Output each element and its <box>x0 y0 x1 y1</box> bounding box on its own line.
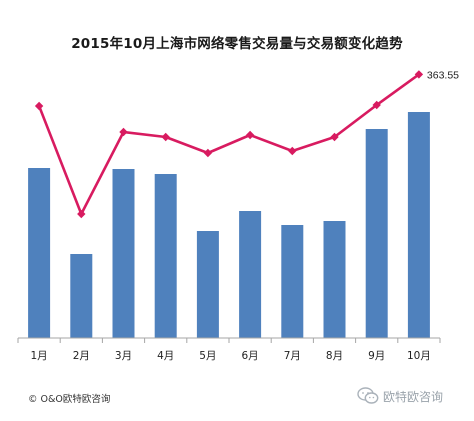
chart-title: 2015年10月上海市网络零售交易量与交易额变化趋势 <box>71 36 403 52</box>
bar-4 <box>154 174 177 338</box>
x-tick-label-9: 9月 <box>368 350 385 362</box>
bar-1 <box>28 168 51 338</box>
bar-2 <box>70 254 93 338</box>
bar-10 <box>407 112 430 338</box>
x-tick-label-1: 1月 <box>31 350 48 362</box>
line-point-9 <box>372 100 381 110</box>
watermark: 欧特欧咨询 <box>357 387 443 405</box>
bar-8 <box>323 221 346 338</box>
data-label-10: 363.55 <box>427 69 459 81</box>
x-tick-label-4: 4月 <box>157 350 174 362</box>
bar-7 <box>281 225 304 338</box>
watermark-text: 欧特欧咨询 <box>383 389 444 404</box>
line-series <box>37 73 420 216</box>
x-tick-label-3: 3月 <box>115 350 132 362</box>
wechat-icon <box>357 387 379 404</box>
chart-plot-area: 1月 2月 3月 4月 5月 6月 7月 8月 9月 10月 363.55 <box>17 69 459 362</box>
bar-5 <box>196 231 219 338</box>
line-point-4 <box>161 132 170 142</box>
line-point-10 <box>414 70 424 79</box>
line-point-6 <box>245 130 255 140</box>
x-tick-label-2: 2月 <box>73 350 90 362</box>
bar-9 <box>365 129 388 338</box>
line-point-1 <box>34 101 44 111</box>
line-point-3 <box>119 127 128 137</box>
x-tick-label-6: 6月 <box>242 350 259 362</box>
bar-3 <box>112 169 135 338</box>
x-tick-label-7: 7月 <box>284 350 301 362</box>
line-point-7 <box>288 146 297 156</box>
line-point-8 <box>330 132 339 142</box>
bar-6 <box>239 211 262 338</box>
copyright-text: © O&O欧特欧咨询 <box>28 394 111 405</box>
x-tick-label-5: 5月 <box>199 350 216 362</box>
x-tick-label-10: 10月 <box>407 350 431 362</box>
line-point-2 <box>77 209 86 219</box>
line-point-5 <box>203 148 213 158</box>
x-tick-label-8: 8月 <box>326 350 343 362</box>
